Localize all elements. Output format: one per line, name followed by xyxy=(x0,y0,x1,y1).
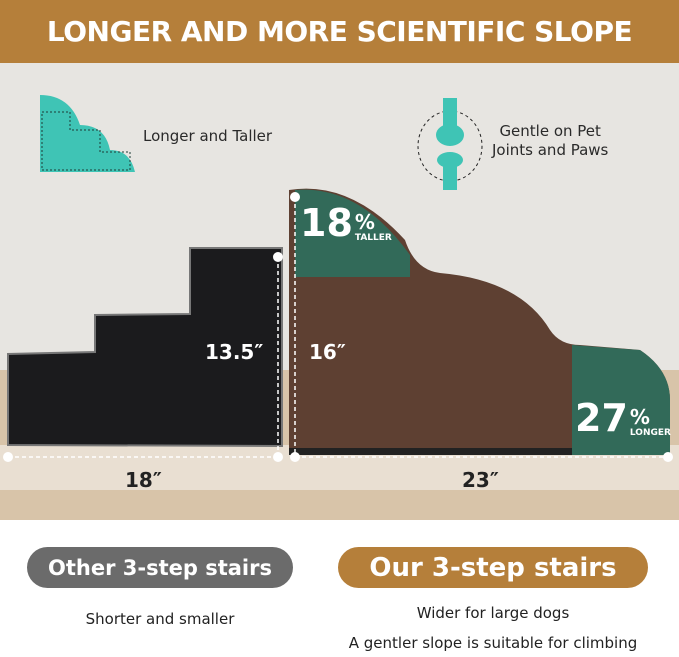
stair-outline-icon xyxy=(40,95,135,172)
page-title: LONGER AND MORE SCIENTIFIC SLOPE xyxy=(46,15,633,48)
dimension-lines xyxy=(8,197,668,458)
our-height-label: 16″ xyxy=(309,340,346,364)
taller-highlight xyxy=(295,189,410,277)
taller-badge: 18 % TALLER xyxy=(300,203,392,243)
feature-longer-taller: Longer and Taller xyxy=(143,127,273,145)
other-height-label: 13.5″ xyxy=(205,340,264,364)
longer-percent: 27 xyxy=(575,396,628,440)
our-stairs-pill: Our 3-step stairs xyxy=(338,547,648,588)
other-stairs xyxy=(7,247,283,448)
other-stairs-desc: Shorter and smaller xyxy=(85,610,235,628)
taller-percent: 18 xyxy=(300,201,353,245)
other-stairs-pill: Other 3-step stairs xyxy=(27,547,293,588)
taller-text: TALLER xyxy=(354,233,392,243)
percent-sign: % xyxy=(354,210,375,234)
base-strip xyxy=(289,448,572,455)
longer-badge: 27 % LONGER xyxy=(575,398,671,438)
percent-sign: % xyxy=(629,405,650,429)
longer-text: LONGER xyxy=(629,428,671,438)
our-length-label: 23″ xyxy=(462,468,499,492)
feature-line: Gentle on Pet xyxy=(499,122,601,140)
dimension-markers xyxy=(3,192,673,462)
knee-joint-icon xyxy=(417,98,483,190)
other-length-label: 18″ xyxy=(125,468,162,492)
our-stairs-desc-1: Wider for large dogs xyxy=(416,604,570,622)
product-comparison-image xyxy=(0,63,679,520)
feature-gentle-joints: Gentle on Pet Joints and Paws xyxy=(492,122,608,160)
our-stairs-desc-2: A gentler slope is suitable for climbing xyxy=(348,634,638,652)
header-banner: LONGER AND MORE SCIENTIFIC SLOPE xyxy=(0,0,679,63)
longer-highlight xyxy=(572,345,670,455)
feature-line: Joints and Paws xyxy=(492,141,609,159)
